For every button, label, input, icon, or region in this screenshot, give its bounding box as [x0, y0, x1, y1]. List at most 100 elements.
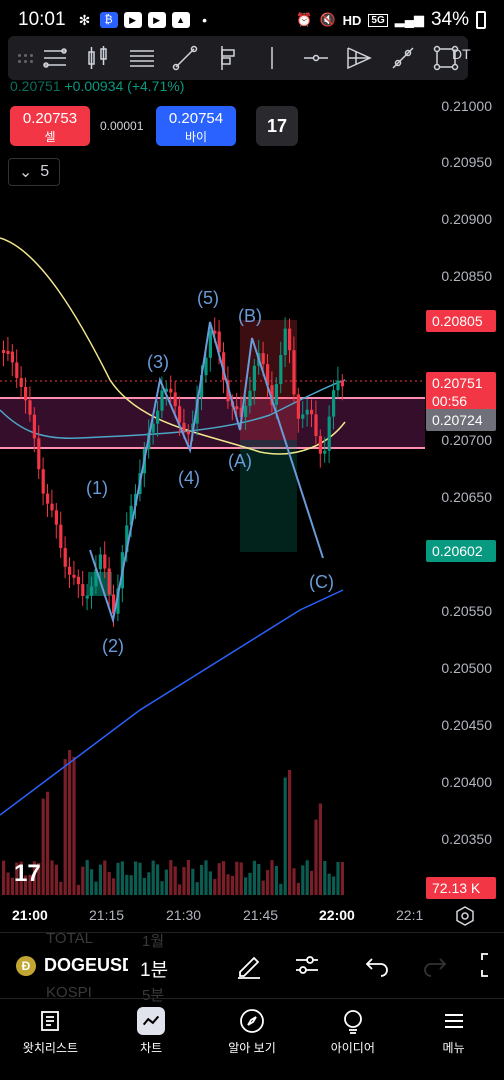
- volume-bar: [305, 860, 309, 895]
- volume-bar: [200, 864, 204, 895]
- upper-target-tag: 0.20805: [426, 310, 496, 332]
- pattern-tool[interactable]: [338, 38, 381, 78]
- interval-selector[interactable]: 1분: [140, 960, 169, 981]
- time-label: 21:15: [89, 907, 125, 923]
- symbol-toolbar: [0, 932, 504, 998]
- nav-ideas[interactable]: 아이디어: [302, 999, 403, 1080]
- volume-bar: [239, 862, 243, 895]
- price-axis-label: 0.20950: [441, 154, 492, 170]
- indicators-sliders-icon[interactable]: [292, 950, 322, 980]
- elliott-wave-line[interactable]: [89, 321, 324, 624]
- lightbulb-icon: [339, 1007, 367, 1035]
- price-axis-label: 0.20500: [441, 660, 492, 676]
- long-position-tool[interactable]: [207, 38, 250, 78]
- candle-body: [323, 450, 327, 454]
- drawing-pen-icon[interactable]: [234, 950, 264, 980]
- symbol-selector[interactable]: DOGEUSDT: [44, 955, 128, 975]
- app-notification-icon: ₿: [99, 12, 118, 28]
- nav-menu[interactable]: 메뉴: [403, 999, 504, 1080]
- vertical-line-icon: [271, 47, 274, 69]
- toolbar-grip-handle[interactable]: [14, 53, 33, 63]
- time-label: 21:00: [12, 907, 48, 923]
- candle-body: [28, 400, 32, 415]
- candle-body: [279, 355, 283, 385]
- pair-label-partial[interactable]: DT: [452, 46, 471, 62]
- tradingview-logo-button[interactable]: 17: [256, 106, 298, 146]
- horizontal-ray-tool[interactable]: [294, 38, 337, 78]
- horizontal-lines-tool[interactable]: [120, 38, 163, 78]
- candle-body: [248, 390, 252, 406]
- nav-watchlist[interactable]: 왓치리스트: [0, 999, 101, 1080]
- candle-body: [222, 352, 226, 381]
- candle-body: [296, 394, 300, 419]
- price-axis-label: 0.20700: [441, 432, 492, 448]
- sell-button[interactable]: 0.20753 셀: [10, 106, 90, 146]
- chevron-down-icon: ⌄: [18, 164, 33, 181]
- undo-icon[interactable]: [362, 950, 392, 980]
- volume-bar: [279, 883, 283, 895]
- volume-bar: [68, 750, 72, 895]
- ghost-interval-bottom: 5분: [142, 987, 165, 1004]
- volume-bar: [340, 862, 344, 895]
- fullscreen-icon[interactable]: [478, 950, 504, 980]
- blue-ma-line: [0, 589, 344, 816]
- candle-body: [151, 423, 155, 433]
- candle-body: [50, 503, 54, 511]
- price-change-value: +0.00934 (+4.71%): [64, 78, 185, 94]
- status-bar: 10:01 ✻ ₿ ▶ ▶ ▲ • ⏰ 🔇 HD 5G ▂▄▆ 34%: [0, 0, 504, 40]
- vertical-line-tool[interactable]: [251, 38, 294, 78]
- wave-label: (1): [86, 478, 108, 498]
- horizontal-ray-icon: [303, 54, 328, 62]
- ghost-interval-top: 1월: [142, 933, 165, 950]
- wave-label: (3): [147, 352, 169, 372]
- candle-body: [103, 554, 107, 569]
- lines-icon: [129, 50, 154, 67]
- gallery-icon: ▲: [171, 12, 190, 28]
- rectangle-tool[interactable]: [424, 38, 467, 78]
- clock: 10:01: [18, 9, 66, 30]
- alarm-icon: ⏰: [296, 12, 313, 27]
- price-axis-label: 0.20350: [441, 831, 492, 847]
- time-axis[interactable]: 21:00 21:15 21:30 21:45 22:00 22:1: [0, 900, 504, 932]
- volume-bar: [252, 860, 256, 895]
- candle-tool[interactable]: [77, 38, 120, 78]
- nav-explore[interactable]: 알아 보기: [202, 999, 303, 1080]
- position-icon: [221, 46, 235, 70]
- volume-bar: [195, 882, 199, 895]
- notification-icons: ✻ ₿ ▶ ▶ ▲ •: [76, 12, 214, 28]
- volume-bar: [15, 862, 19, 895]
- volume-bar: [156, 864, 160, 895]
- candle-body: [283, 328, 287, 356]
- ghost-symbol-top: TOTAL: [46, 930, 93, 947]
- candle-body: [239, 407, 243, 417]
- candle-body: [6, 350, 10, 354]
- chart-canvas[interactable]: (1) (2) (3) (4) (5) (A) (B) (C): [0, 80, 504, 900]
- wave-label: (A): [228, 451, 252, 471]
- volume-bar: [24, 875, 28, 895]
- candlesticks: [2, 317, 344, 627]
- candle-body: [72, 574, 76, 578]
- price-chart[interactable]: (1) (2) (3) (4) (5) (A) (B) (C) 0.21000 0.20950 0…: [0, 80, 504, 900]
- volume-bar: [98, 864, 102, 895]
- dogecoin-icon: Ð: [16, 956, 36, 976]
- collapse-indicators-button[interactable]: ⌄ 5: [8, 158, 60, 186]
- buy-button[interactable]: 0.20754 바이: [156, 106, 236, 146]
- ray-tool[interactable]: [381, 38, 424, 78]
- candle-body: [274, 384, 278, 405]
- volume-bar: [178, 884, 182, 895]
- drawing-toolbar[interactable]: [8, 36, 468, 80]
- settings-gear-icon[interactable]: [454, 905, 476, 927]
- youtube-icon: ▶: [123, 12, 142, 28]
- volume-bar: [235, 861, 239, 895]
- network-icon: 5G: [368, 13, 388, 27]
- price-change-last: 0.20751: [10, 78, 61, 94]
- position-target-box[interactable]: [240, 440, 297, 552]
- volume-bar: [244, 877, 248, 895]
- volume-bar: [288, 770, 292, 895]
- volume-bar: [222, 861, 226, 895]
- trendline-tool[interactable]: [164, 38, 207, 78]
- candle-body: [244, 405, 248, 417]
- nav-chart[interactable]: 차트: [101, 999, 202, 1080]
- candle-body: [10, 351, 14, 363]
- fib-retracement-tool[interactable]: [33, 38, 76, 78]
